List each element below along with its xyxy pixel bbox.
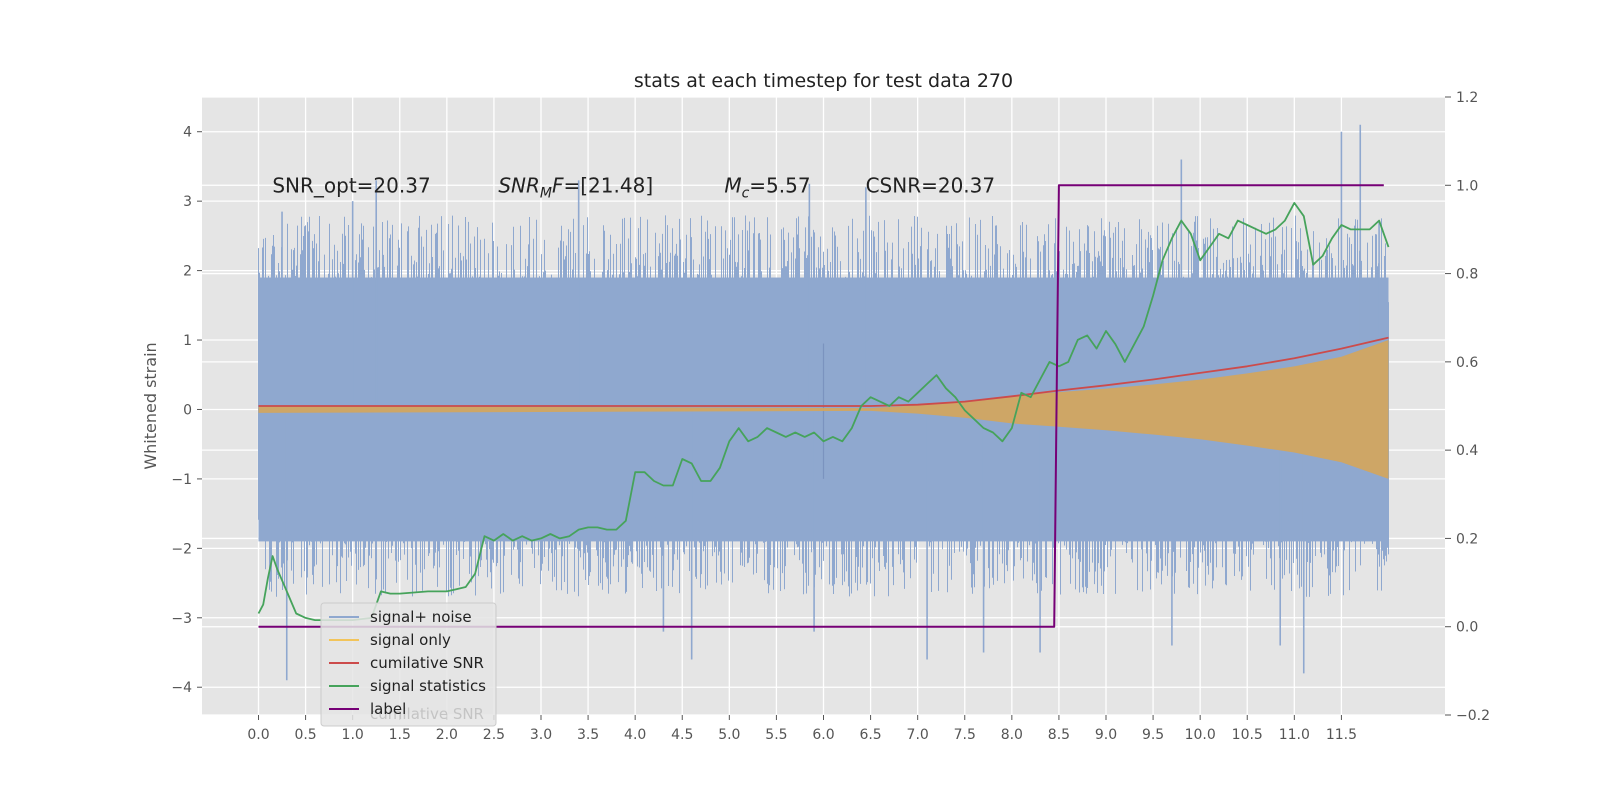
annotation-3-value: =5.57 <box>749 173 810 197</box>
annotation-4: CSNR=20.37 <box>866 173 996 197</box>
x-tick-label: 2.5 <box>483 727 505 743</box>
x-tick-label: 0.5 <box>294 727 316 743</box>
x-tick-label: 11.0 <box>1279 727 1310 743</box>
x-tick-label: 7.0 <box>907 727 929 743</box>
x-tick-label: 4.0 <box>624 727 646 743</box>
x-tick-label: 9.0 <box>1095 727 1117 743</box>
y-tick-label: −1 <box>171 472 192 488</box>
annotation-2: SNRMF=[21.48] <box>498 173 653 201</box>
y-tick-label: 1 <box>183 333 192 349</box>
y2-tick-label: 0.6 <box>1456 355 1478 371</box>
y-tick-label: 3 <box>183 194 192 210</box>
legend-label: signal only <box>370 631 451 649</box>
x-tick-label: 1.0 <box>342 727 364 743</box>
y2-tick-label: 0.8 <box>1456 267 1478 283</box>
y-tick-label: −4 <box>171 680 192 696</box>
legend-label: label <box>370 700 406 718</box>
x-tick-label: 10.0 <box>1185 727 1216 743</box>
x-axis: 0.0 0.5 1.0 1.5 2.0 2.5 3.0 3.5 4.0 4.5 5.0 5.5 6.0 6… <box>247 715 1357 743</box>
legend-label: cumilative SNR <box>370 654 484 672</box>
annotation-3-symbol: M <box>724 173 741 197</box>
legend-hidden-entry: cumilative SNR <box>370 705 484 723</box>
chart-title: stats at each timestep for test data 270 <box>634 70 1013 92</box>
annotation-2-symbol: SNR <box>498 173 540 197</box>
y2-tick-label: 0.0 <box>1456 620 1478 636</box>
x-tick-label: 8.5 <box>1048 727 1070 743</box>
series-signal-only <box>258 340 1389 479</box>
series-signal-statistics <box>257 201 1390 621</box>
y-tick-label: −2 <box>171 541 192 557</box>
x-tick-label: 10.5 <box>1232 727 1263 743</box>
legend: cumilative SNR signal+ noise signal only cu… <box>320 602 497 727</box>
x-tick-label: 1.5 <box>389 727 411 743</box>
annotation-3: Mc=5.57 <box>724 173 810 201</box>
legend-box <box>320 602 497 727</box>
y2-tick-label: 0.2 <box>1456 531 1478 547</box>
annotation-2-subscript: M <box>540 185 552 201</box>
y-tick-label: 2 <box>183 264 192 280</box>
legend-label: signal+ noise <box>370 608 472 626</box>
annotation-2-symbol-tail: F <box>552 173 564 197</box>
y-tick-label: 4 <box>183 125 192 141</box>
x-tick-label: 5.5 <box>765 727 787 743</box>
annotations: SNR_opt=20.37 SNRMF=[21.48] Mc=5.57 CSNR=20… <box>272 173 995 201</box>
x-tick-label: 4.5 <box>671 727 693 743</box>
series-layer <box>257 124 1390 681</box>
x-tick-label: 9.5 <box>1142 727 1164 743</box>
x-tick-label: 6.0 <box>812 727 834 743</box>
x-tick-label: 0.0 <box>247 727 269 743</box>
y2-tick-label: 0.4 <box>1456 443 1478 459</box>
x-tick-label: 8.0 <box>1001 727 1023 743</box>
x-tick-label: 5.0 <box>718 727 740 743</box>
y-axis: −4 −3 −2 −1 0 1 2 3 4 <box>171 125 202 696</box>
x-tick-label: 11.5 <box>1326 727 1357 743</box>
y-tick-label: 0 <box>183 402 192 418</box>
annotation-1: SNR_opt=20.37 <box>272 173 430 197</box>
series-label <box>258 184 1384 628</box>
legend-label: signal statistics <box>370 677 486 695</box>
x-tick-label: 2.0 <box>436 727 458 743</box>
y-tick-label: −3 <box>171 611 192 627</box>
y2-tick-label: −0.2 <box>1456 708 1490 724</box>
y-axis-title: Whitened strain <box>141 342 160 469</box>
series-cumilative-snr <box>258 336 1389 407</box>
y2-tick-label: 1.2 <box>1456 90 1478 106</box>
x-tick-label: 6.5 <box>859 727 881 743</box>
annotation-3-subscript: c <box>742 185 750 201</box>
x-tick-label: 3.0 <box>530 727 552 743</box>
annotation-2-value: =[21.48] <box>564 173 654 197</box>
x-tick-label: 3.5 <box>577 727 599 743</box>
y2-tick-label: 1.0 <box>1456 178 1478 194</box>
y2-axis: −0.2 0.0 0.2 0.4 0.6 0.8 1.0 1.2 <box>1445 90 1490 724</box>
x-tick-label: 7.5 <box>954 727 976 743</box>
